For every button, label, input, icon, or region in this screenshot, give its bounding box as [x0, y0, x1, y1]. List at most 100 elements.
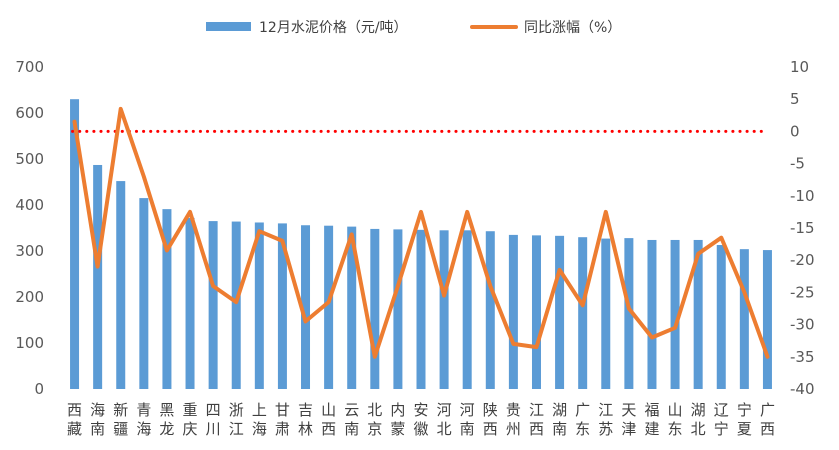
category-label: 河: [437, 401, 452, 419]
bar: [393, 229, 403, 389]
category-label: 吉: [298, 401, 313, 419]
bar: [162, 209, 172, 389]
category-label: 安: [413, 401, 428, 419]
bar: [601, 238, 611, 389]
right-axis-tick: -15: [790, 219, 815, 237]
bar: [578, 237, 588, 389]
category-label: 庆: [183, 420, 198, 438]
left-axis-tick: 500: [15, 150, 44, 168]
category-label: 川: [206, 420, 221, 438]
bar: [70, 99, 80, 389]
bar: [693, 239, 703, 389]
category-label: 西: [760, 420, 775, 438]
category-label: 州: [506, 420, 521, 438]
right-axis-tick: -20: [790, 251, 815, 269]
category-label: 内: [390, 401, 405, 419]
right-axis-tick: -30: [790, 316, 815, 334]
category-label: 东: [668, 420, 683, 438]
left-axis-tick: 0: [34, 380, 44, 398]
bar: [93, 164, 103, 389]
category-label: 北: [437, 420, 452, 438]
line-series: [72, 106, 770, 359]
right-axis: 10 5 0 -5 -10 -15 -20 -25 -30 -35 -40: [790, 58, 815, 398]
bar: [624, 238, 634, 389]
right-axis-tick: 0: [790, 122, 800, 140]
bar: [531, 235, 541, 389]
bar: [439, 230, 449, 389]
category-label: 甘: [275, 401, 290, 419]
category-label: 辽: [714, 401, 729, 419]
category-label: 广: [760, 401, 775, 419]
category-label: 上: [252, 401, 267, 419]
category-label: 疆: [113, 420, 128, 438]
right-axis-tick: -10: [790, 187, 815, 205]
right-axis-tick: 10: [790, 58, 809, 76]
category-label: 湖: [691, 401, 706, 419]
category-label: 海: [136, 420, 151, 438]
category-label: 建: [644, 420, 659, 438]
category-label: 北: [367, 401, 382, 419]
left-axis-tick: 100: [15, 334, 44, 352]
right-axis-tick: -35: [790, 348, 815, 366]
left-axis-tick: 700: [15, 58, 44, 76]
bar: [739, 249, 749, 389]
category-label: 海: [90, 401, 105, 419]
category-label: 南: [552, 420, 567, 438]
category-label: 广: [575, 401, 590, 419]
category-label: 西: [529, 420, 544, 438]
right-axis-tick: -5: [790, 155, 805, 173]
bar: [762, 250, 772, 389]
bar: [254, 222, 264, 389]
category-label: 徽: [413, 420, 428, 438]
category-label: 东: [575, 420, 590, 438]
left-axis: 0 100 200 300 400 500 600 700: [15, 58, 44, 398]
category-label: 江: [529, 401, 544, 419]
left-axis-tick: 300: [15, 242, 44, 260]
bar: [416, 229, 426, 389]
left-axis-tick: 200: [15, 288, 44, 306]
legend: 12月水泥价格（元/吨） 同比涨幅（%）: [206, 20, 621, 36]
category-label: 宁: [714, 420, 729, 438]
legend-bar-swatch: [206, 22, 251, 31]
category-label: 山: [668, 401, 683, 419]
category-label: 苏: [598, 420, 613, 438]
category-label: 浙: [229, 401, 244, 419]
line-series-path: [72, 106, 770, 359]
legend-bar-label: 12月水泥价格（元/吨）: [259, 20, 408, 36]
bar: [462, 230, 472, 389]
category-label: 肃: [275, 420, 290, 438]
bar: [485, 231, 495, 389]
bars: [70, 99, 772, 389]
category-label: 陕: [483, 401, 498, 419]
category-label: 四: [206, 401, 221, 419]
category-label: 青: [136, 401, 151, 419]
category-label: 宁: [737, 401, 752, 419]
category-label: 西: [483, 420, 498, 438]
bar: [716, 245, 726, 389]
bar: [670, 239, 680, 389]
bar: [555, 235, 565, 389]
category-label: 江: [229, 420, 244, 438]
legend-line-label: 同比涨幅（%）: [524, 20, 621, 36]
category-label: 夏: [737, 420, 752, 438]
category-label: 贵: [506, 401, 521, 419]
category-label: 南: [460, 420, 475, 438]
category-label: 西: [321, 420, 336, 438]
category-label: 龙: [159, 420, 174, 438]
category-label: 河: [460, 401, 475, 419]
category-label: 西: [67, 401, 82, 419]
category-label: 南: [344, 420, 359, 438]
bar: [647, 239, 657, 389]
category-label: 藏: [67, 420, 82, 438]
bar: [508, 234, 518, 389]
category-label: 江: [598, 401, 613, 419]
bar: [277, 223, 287, 389]
bar: [370, 228, 380, 389]
category-label: 北: [691, 420, 706, 438]
bar: [116, 181, 126, 389]
bar: [231, 221, 241, 389]
category-label: 林: [298, 420, 313, 438]
right-axis-tick: -40: [790, 380, 815, 398]
category-label: 天: [621, 401, 636, 419]
